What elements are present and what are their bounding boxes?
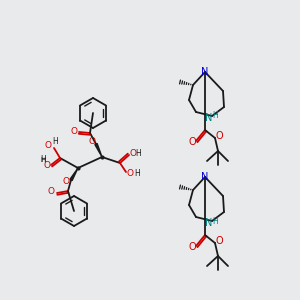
Text: N: N xyxy=(205,218,213,228)
Text: H: H xyxy=(212,112,218,121)
Text: N: N xyxy=(201,172,209,182)
Text: H: H xyxy=(40,154,46,164)
Text: O: O xyxy=(88,136,95,146)
Text: O: O xyxy=(44,161,50,170)
Text: H: H xyxy=(40,157,46,163)
Text: O: O xyxy=(215,131,223,141)
Text: O: O xyxy=(44,142,52,151)
Text: H: H xyxy=(52,136,58,146)
Polygon shape xyxy=(95,143,102,157)
Text: O: O xyxy=(188,242,196,252)
Text: O: O xyxy=(188,137,196,147)
Text: H: H xyxy=(135,148,141,158)
Polygon shape xyxy=(70,168,78,181)
Text: N: N xyxy=(205,113,213,123)
Text: O: O xyxy=(215,236,223,246)
Text: O: O xyxy=(70,127,77,136)
Text: O: O xyxy=(62,178,70,187)
Text: O: O xyxy=(127,169,134,178)
Text: N: N xyxy=(201,67,209,77)
Text: H: H xyxy=(212,217,218,226)
Text: O: O xyxy=(47,188,55,196)
Text: H: H xyxy=(134,169,140,178)
Text: O: O xyxy=(130,149,136,158)
